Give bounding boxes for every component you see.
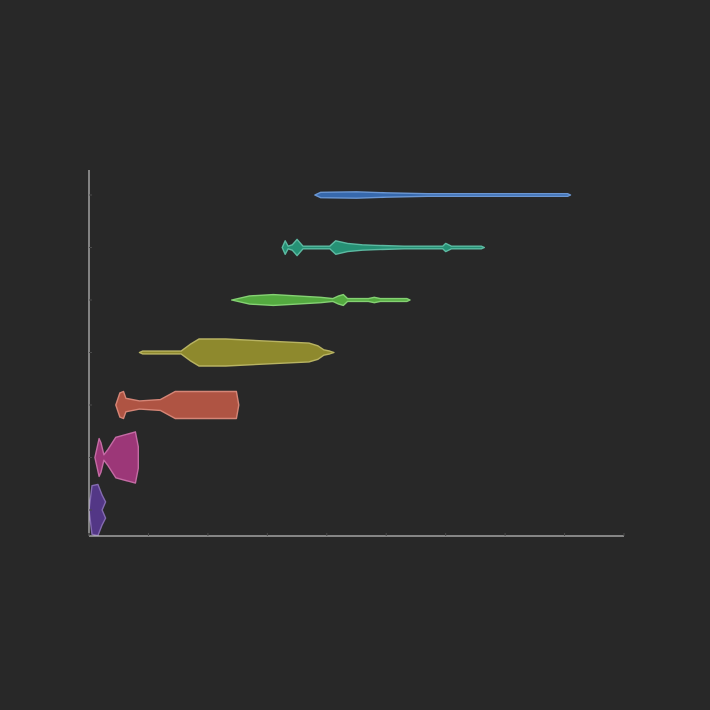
violin-4 (138, 338, 335, 367)
violin-7 (314, 191, 572, 199)
violin-3 (115, 390, 240, 420)
violin-6 (281, 238, 485, 257)
violin-group (88, 191, 572, 537)
violin-1 (88, 483, 107, 537)
axes-group (88, 170, 625, 537)
violin-2 (94, 431, 139, 484)
violin-5 (231, 293, 411, 307)
